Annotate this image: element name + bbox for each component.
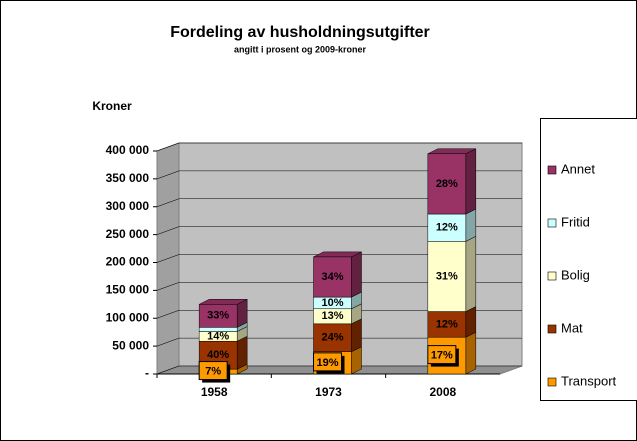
legend-label: Bolig [561, 267, 590, 282]
y-tick-label: 100 000 [106, 310, 150, 324]
legend-swatch [547, 324, 557, 334]
y-tick-label: 250 000 [106, 227, 150, 241]
grid-line [156, 309, 522, 319]
data-label: 12% [436, 318, 458, 330]
data-label: 40% [207, 349, 229, 361]
grid-line [156, 282, 522, 291]
grid-line [156, 365, 522, 375]
bar-segment [427, 241, 467, 312]
data-label: 14% [207, 330, 229, 342]
bar-side [351, 318, 362, 353]
grid-line [156, 254, 522, 263]
y-axis-label: Kroner [92, 99, 132, 113]
bar-side [465, 306, 477, 338]
legend-label: Mat [561, 320, 583, 335]
bar-segment [427, 311, 467, 338]
x-tick-label: 1973 [315, 385, 342, 399]
grid-line [156, 337, 522, 347]
bar-segment [198, 304, 238, 328]
legend-label: Transport [561, 373, 617, 388]
data-label: 28% [436, 178, 458, 190]
y-tick-label: 200 000 [106, 255, 150, 269]
grid-line [156, 142, 522, 152]
grid-line [156, 226, 522, 235]
y-tick-label: 150 000 [106, 283, 150, 297]
data-label: 34% [321, 271, 343, 283]
y-tick-label: 300 000 [106, 199, 150, 213]
legend-box [540, 118, 637, 401]
bar-side [236, 335, 248, 370]
data-label: 33% [207, 310, 229, 322]
data-label: 10% [321, 297, 343, 309]
data-label: 24% [321, 332, 343, 344]
grid-line [156, 198, 522, 208]
label-box [313, 352, 342, 372]
bar-side [465, 235, 477, 312]
legend-swatch [547, 218, 557, 228]
data-label: 19% [316, 357, 338, 369]
label-box [427, 345, 457, 365]
bar-side [465, 208, 477, 242]
chart-subtitle: angitt i prosent og 2009-kroner [234, 44, 367, 54]
bar-segment [313, 323, 352, 352]
y-tick-label: 400 000 [106, 143, 150, 157]
x-tick-label: 2008 [429, 385, 456, 399]
data-label: 17% [431, 350, 453, 362]
data-label: 31% [436, 270, 458, 282]
x-tick-label: 1958 [201, 385, 228, 399]
data-label: 13% [321, 310, 343, 322]
bar-segment [427, 153, 467, 215]
label-box [198, 361, 228, 381]
bar-side [465, 148, 477, 215]
bar-segment [313, 256, 352, 298]
chart-title: Fordeling av husholdningsutgifter [170, 24, 430, 41]
legend-swatch [547, 377, 557, 387]
y-tick-label: - [145, 366, 149, 380]
legend-swatch [547, 165, 557, 175]
bar-side [465, 331, 477, 375]
grid-line [156, 170, 522, 180]
y-tick-label: 50 000 [112, 338, 149, 352]
data-label: 7% [205, 365, 221, 377]
legend-label: Fritid [561, 214, 590, 229]
legend-swatch [547, 271, 557, 281]
y-tick-label: 350 000 [106, 171, 150, 185]
bar-side [351, 251, 362, 298]
data-label: 12% [436, 222, 458, 234]
legend-label: Annet [561, 161, 595, 176]
